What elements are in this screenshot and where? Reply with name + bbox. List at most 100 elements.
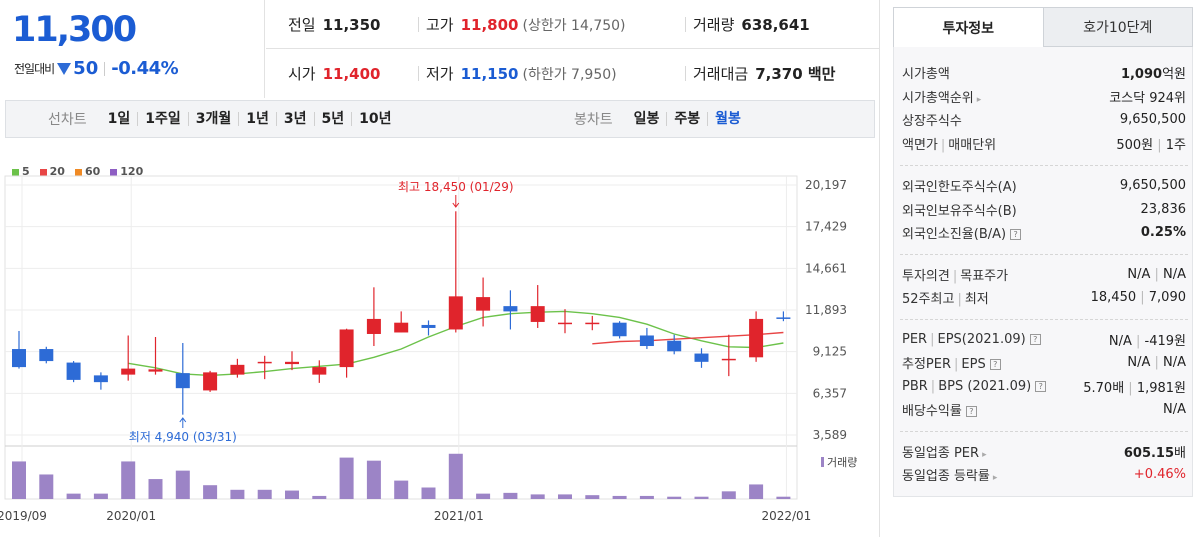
y-tick-label: 6,357: [813, 386, 847, 400]
info-value-main: N/A: [1163, 402, 1186, 418]
pipe-divider: |: [940, 137, 946, 153]
candle-body: [530, 306, 545, 322]
info-value-main: 23,836: [1140, 201, 1187, 217]
quote-high: 고가 11,800 (상한가 14,750): [418, 0, 626, 49]
chart-panel: 11,300 전일대비 50 -0.44% 전일 11,350 고가 11,80…: [0, 0, 880, 537]
info-value-main: +0.46%: [1133, 467, 1186, 483]
candle-body: [230, 364, 245, 375]
info-key: 투자의견: [902, 268, 950, 284]
tab-order-book[interactable]: 호가10단계: [1043, 7, 1193, 47]
info-row: 동일업종 PER ▸ 605.15배: [900, 440, 1188, 464]
info-label: 추정PER | EPS?: [902, 353, 1001, 372]
pipe-divider: |: [1153, 137, 1166, 153]
info-row: PER | EPS(2021.09)? N/A | -419원: [900, 328, 1188, 352]
y-tick-label: 17,429: [805, 220, 847, 234]
volume-bar: [339, 457, 354, 499]
info-key: PBR: [902, 378, 928, 394]
info-value-main: N/A: [1127, 266, 1151, 282]
period-3m[interactable]: 3개월: [187, 112, 239, 126]
candle-daily[interactable]: 일봉: [633, 111, 660, 127]
info-row: 동일업종 등락률 ▸ +0.46%: [900, 463, 1188, 487]
info-label: 52주최고 | 최저: [902, 288, 989, 307]
info-value: 18,450 | 7,090: [1091, 290, 1186, 305]
volume-bar: [639, 495, 654, 499]
info-value-unit: 억원: [1162, 67, 1186, 83]
info-value: 5.70배 | 1,981원: [1083, 377, 1186, 396]
info-key: 외국인보유주식수(B): [902, 203, 1017, 219]
info-row: 시가총액 1,090억원: [900, 61, 1188, 85]
y-tick-label: 11,893: [805, 303, 847, 317]
volume-bar: [448, 453, 463, 499]
volume-bar: [312, 495, 327, 499]
candle-body: [776, 317, 791, 319]
volume-bar: [421, 487, 436, 499]
candle-body: [394, 322, 409, 333]
candle-chart-button[interactable]: 봉차트: [574, 112, 613, 128]
candle-body: [476, 297, 491, 311]
volume-bar: [285, 490, 299, 499]
info-section: 시가총액 1,090억원 시가총액순위 ▸ 코스닥 924위 상장주식수 9,650,500…: [900, 61, 1188, 155]
volume-legend-swatch: [821, 457, 824, 467]
x-tick-label: 2021/01: [434, 509, 484, 523]
info-row: PBR | BPS (2021.09)? 5.70배 | 1,981원: [900, 375, 1188, 399]
legend-item-ma120: 120: [110, 165, 143, 178]
pipe-divider: |: [954, 357, 959, 373]
info-row: 외국인보유주식수(B) 23,836: [900, 198, 1188, 222]
chevron-right-icon[interactable]: ▸: [992, 473, 998, 484]
upper-limit: (상한가 14,750): [522, 17, 626, 34]
period-1d[interactable]: 1일: [107, 111, 131, 127]
info-key: 시가총액순위: [902, 90, 974, 106]
info-value-unit: 배: [1174, 445, 1186, 461]
period-5y[interactable]: 5년: [313, 112, 352, 126]
info-value: N/A: [1163, 402, 1186, 417]
candle-weekly[interactable]: 주봉: [666, 112, 707, 126]
period-1y[interactable]: 1년: [238, 112, 276, 126]
period-1w[interactable]: 1주일: [137, 112, 188, 126]
volume-bar: [257, 489, 272, 499]
volume-bar: [612, 495, 627, 499]
candle-body: [667, 340, 682, 352]
change-percent: -0.44%: [111, 58, 179, 79]
info-key: 배당수익률: [902, 404, 962, 420]
help-icon[interactable]: ?: [1029, 333, 1041, 345]
candle-body: [558, 322, 572, 325]
divider: [418, 17, 419, 32]
info-key: 상장주식수: [902, 114, 962, 130]
legend-swatch: [12, 168, 19, 176]
legend-item-ma60: 60: [74, 165, 100, 178]
quote-row: 전일 11,350 고가 11,800 (상한가 14,750) 거래량 638…: [266, 0, 880, 49]
candle-body: [175, 373, 190, 389]
candlestick-chart[interactable]: 20,197 17,429 14,661 11,893 9,125 6,357 3,589 2…: [0, 170, 878, 537]
legend-swatch: [39, 168, 47, 176]
info-section: 동일업종 PER ▸ 605.15배 동일업종 등락률 ▸ +0.46%: [900, 430, 1188, 487]
chevron-right-icon[interactable]: ▸: [982, 449, 987, 460]
period-3y[interactable]: 3년: [275, 112, 314, 126]
info-value-secondary: 7,090: [1148, 290, 1186, 306]
line-chart-button[interactable]: 선차트: [48, 112, 87, 128]
quote-prev-close: 전일 11,350: [288, 0, 381, 49]
pipe-divider: |: [1150, 266, 1163, 282]
help-icon[interactable]: ?: [1010, 229, 1022, 241]
candle-body: [585, 322, 600, 325]
volume-bar: [148, 479, 163, 499]
quote-label: 고가: [426, 16, 454, 34]
change-value: 50: [73, 58, 99, 79]
candle-monthly[interactable]: 월봉: [707, 112, 748, 126]
quote-label: 전일: [288, 16, 316, 34]
info-value: 605.15배: [1124, 442, 1186, 461]
info-label: 동일업종 등락률 ▸: [902, 465, 997, 484]
chevron-right-icon[interactable]: ▸: [976, 94, 982, 105]
legend-label: 20: [49, 165, 65, 178]
pipe-divider: |: [1131, 333, 1145, 349]
pipe-divider: |: [930, 331, 935, 347]
help-icon[interactable]: ?: [965, 406, 977, 418]
help-icon[interactable]: ?: [989, 359, 1001, 371]
divider: [685, 66, 686, 81]
candle-body: [285, 361, 299, 365]
tab-investment-info[interactable]: 투자정보: [893, 7, 1044, 47]
period-10y[interactable]: 10년: [351, 112, 398, 126]
pipe-divider: |: [1124, 380, 1137, 396]
info-row: 추정PER | EPS? N/A | N/A: [900, 351, 1188, 375]
candle-body: [749, 318, 764, 358]
help-icon[interactable]: ?: [1035, 380, 1047, 392]
